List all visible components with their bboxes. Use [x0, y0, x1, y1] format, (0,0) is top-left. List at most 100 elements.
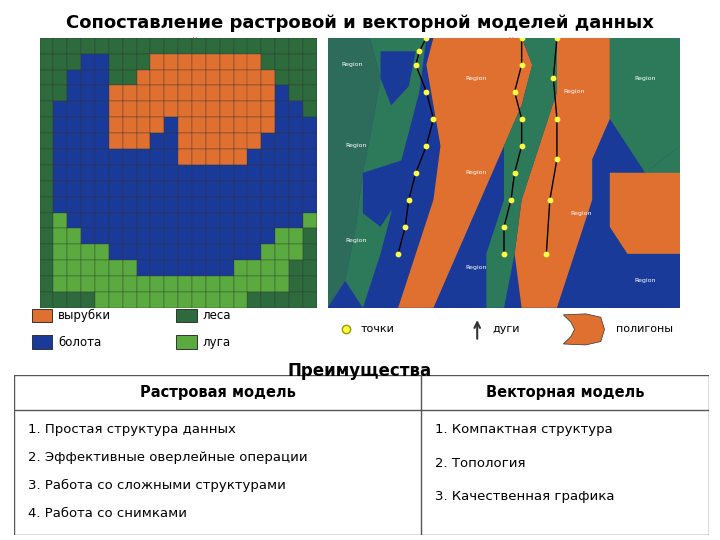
- Bar: [275, 149, 289, 165]
- Bar: [192, 102, 206, 117]
- Bar: [95, 197, 109, 213]
- Text: Region: Region: [564, 89, 585, 94]
- Bar: [68, 85, 81, 102]
- Bar: [233, 260, 248, 276]
- Bar: [233, 133, 248, 149]
- Point: [498, 249, 510, 258]
- Bar: [233, 38, 248, 53]
- Bar: [248, 197, 261, 213]
- Bar: [95, 38, 109, 53]
- Bar: [122, 70, 137, 85]
- Bar: [95, 53, 109, 70]
- Bar: [122, 85, 137, 102]
- Bar: [150, 85, 164, 102]
- Bar: [206, 165, 220, 181]
- Bar: [192, 213, 206, 228]
- Bar: [179, 292, 192, 308]
- Bar: [150, 133, 164, 149]
- Bar: [261, 181, 275, 197]
- Bar: [53, 181, 68, 197]
- Bar: [303, 85, 317, 102]
- Bar: [289, 70, 303, 85]
- Bar: [303, 102, 317, 117]
- Bar: [68, 292, 81, 308]
- Bar: [40, 228, 53, 244]
- Bar: [303, 38, 317, 53]
- Bar: [109, 102, 122, 117]
- Bar: [137, 244, 150, 260]
- Text: 1. Компактная структура: 1. Компактная структура: [435, 423, 613, 436]
- Bar: [303, 276, 317, 292]
- Bar: [68, 53, 81, 70]
- Bar: [40, 292, 53, 308]
- Bar: [192, 181, 206, 197]
- Bar: [220, 38, 233, 53]
- Point: [420, 33, 432, 42]
- Bar: [109, 85, 122, 102]
- Bar: [164, 85, 179, 102]
- Bar: [179, 244, 192, 260]
- Bar: [164, 102, 179, 117]
- Bar: [137, 38, 150, 53]
- Bar: [289, 85, 303, 102]
- Bar: [248, 70, 261, 85]
- Bar: [68, 102, 81, 117]
- Bar: [122, 38, 137, 53]
- Bar: [137, 292, 150, 308]
- Bar: [317, 38, 330, 53]
- Bar: [192, 197, 206, 213]
- Bar: [317, 181, 330, 197]
- Bar: [220, 292, 233, 308]
- Bar: [109, 70, 122, 85]
- Text: луга: луга: [203, 335, 231, 348]
- Bar: [176, 335, 197, 349]
- Bar: [275, 102, 289, 117]
- Bar: [261, 276, 275, 292]
- Bar: [248, 85, 261, 102]
- Bar: [261, 117, 275, 133]
- Bar: [179, 38, 192, 53]
- Bar: [289, 260, 303, 276]
- Bar: [206, 53, 220, 70]
- Bar: [261, 102, 275, 117]
- Bar: [109, 117, 122, 133]
- Bar: [317, 53, 330, 70]
- Bar: [81, 181, 95, 197]
- Bar: [95, 149, 109, 165]
- Bar: [289, 244, 303, 260]
- Bar: [248, 213, 261, 228]
- Bar: [40, 117, 53, 133]
- Bar: [289, 228, 303, 244]
- Bar: [68, 213, 81, 228]
- Bar: [95, 292, 109, 308]
- Text: Region: Region: [465, 170, 487, 176]
- Bar: [53, 149, 68, 165]
- Bar: [275, 133, 289, 149]
- Bar: [303, 244, 317, 260]
- Bar: [220, 276, 233, 292]
- Point: [420, 141, 432, 150]
- Bar: [164, 53, 179, 70]
- Bar: [150, 165, 164, 181]
- Bar: [206, 276, 220, 292]
- Bar: [40, 70, 53, 85]
- Bar: [206, 149, 220, 165]
- Bar: [122, 181, 137, 197]
- Bar: [164, 260, 179, 276]
- Point: [498, 222, 510, 231]
- Point: [516, 33, 528, 42]
- Bar: [289, 276, 303, 292]
- Bar: [233, 165, 248, 181]
- Text: Region: Region: [634, 278, 656, 284]
- Bar: [95, 133, 109, 149]
- Bar: [53, 276, 68, 292]
- Bar: [261, 213, 275, 228]
- Bar: [81, 197, 95, 213]
- Bar: [317, 117, 330, 133]
- Bar: [220, 260, 233, 276]
- Bar: [220, 181, 233, 197]
- Bar: [261, 38, 275, 53]
- Bar: [233, 244, 248, 260]
- Bar: [81, 292, 95, 308]
- Bar: [81, 38, 95, 53]
